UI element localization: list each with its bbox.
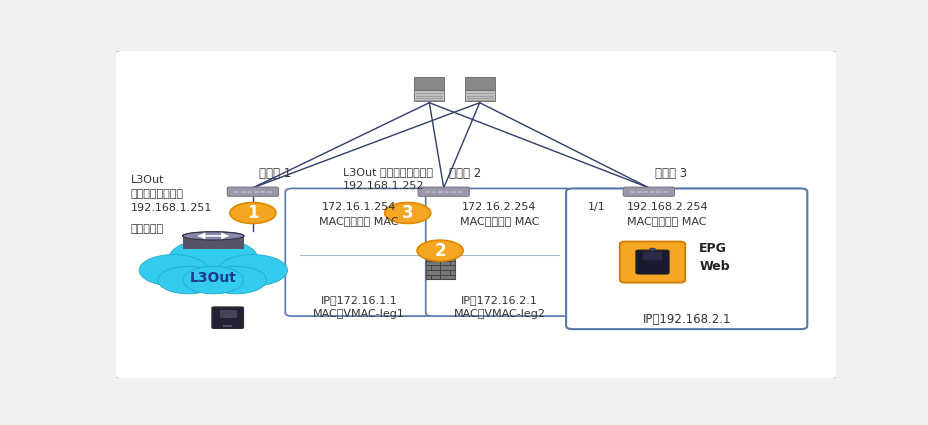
Text: L3Out
インターフェイス
192.168.1.251: L3Out インターフェイス 192.168.1.251 [130, 176, 212, 213]
FancyBboxPatch shape [464, 90, 495, 101]
Circle shape [229, 203, 276, 224]
Text: リーフ 2: リーフ 2 [449, 167, 482, 180]
FancyBboxPatch shape [212, 307, 243, 329]
Ellipse shape [183, 232, 244, 240]
Text: 3: 3 [402, 204, 413, 222]
Text: IP：192.168.2.1: IP：192.168.2.1 [642, 313, 730, 326]
FancyBboxPatch shape [223, 325, 232, 326]
Circle shape [417, 240, 463, 261]
Text: 2: 2 [433, 242, 445, 260]
FancyBboxPatch shape [414, 77, 444, 90]
Text: 172.16.2.254
MAC：リーフ MAC: 172.16.2.254 MAC：リーフ MAC [459, 201, 538, 226]
FancyBboxPatch shape [114, 50, 837, 379]
FancyBboxPatch shape [227, 187, 278, 196]
Text: IP：172.16.1.1
MAC：VMAC-leg1: IP：172.16.1.1 MAC：VMAC-leg1 [313, 295, 405, 319]
Circle shape [183, 266, 243, 294]
Circle shape [206, 266, 266, 294]
Text: リーフ 3: リーフ 3 [654, 167, 686, 180]
Circle shape [169, 238, 258, 279]
FancyBboxPatch shape [565, 188, 806, 329]
FancyBboxPatch shape [619, 241, 685, 283]
FancyBboxPatch shape [183, 236, 244, 249]
FancyBboxPatch shape [220, 310, 236, 317]
FancyBboxPatch shape [418, 187, 469, 196]
Text: 192.168.2.254
MAC：リーフ MAC: 192.168.2.254 MAC：リーフ MAC [626, 201, 708, 226]
Ellipse shape [183, 232, 244, 240]
FancyBboxPatch shape [425, 188, 573, 316]
Text: 172.16.1.254
MAC：リーフ MAC: 172.16.1.254 MAC：リーフ MAC [319, 201, 398, 226]
FancyBboxPatch shape [636, 250, 668, 274]
Text: L3Out: L3Out [189, 272, 237, 286]
FancyBboxPatch shape [464, 77, 495, 90]
Circle shape [384, 203, 431, 224]
FancyBboxPatch shape [425, 252, 454, 279]
Circle shape [158, 266, 218, 294]
Text: 外部ルータ: 外部ルータ [130, 224, 163, 234]
Circle shape [648, 248, 655, 251]
Text: 1: 1 [247, 204, 258, 222]
FancyBboxPatch shape [623, 187, 674, 196]
FancyBboxPatch shape [414, 90, 444, 101]
FancyBboxPatch shape [642, 252, 661, 261]
Text: L3Out インターフェイス
192.168.1.252: L3Out インターフェイス 192.168.1.252 [342, 167, 432, 191]
Circle shape [218, 255, 287, 286]
Text: IP：172.16.2.1
MAC：VMAC-leg2: IP：172.16.2.1 MAC：VMAC-leg2 [453, 295, 545, 319]
Text: 1/1: 1/1 [587, 201, 605, 212]
Text: リーフ 1: リーフ 1 [258, 167, 290, 180]
Text: EPG
Web: EPG Web [699, 242, 729, 273]
Circle shape [139, 255, 208, 286]
FancyBboxPatch shape [285, 188, 432, 316]
